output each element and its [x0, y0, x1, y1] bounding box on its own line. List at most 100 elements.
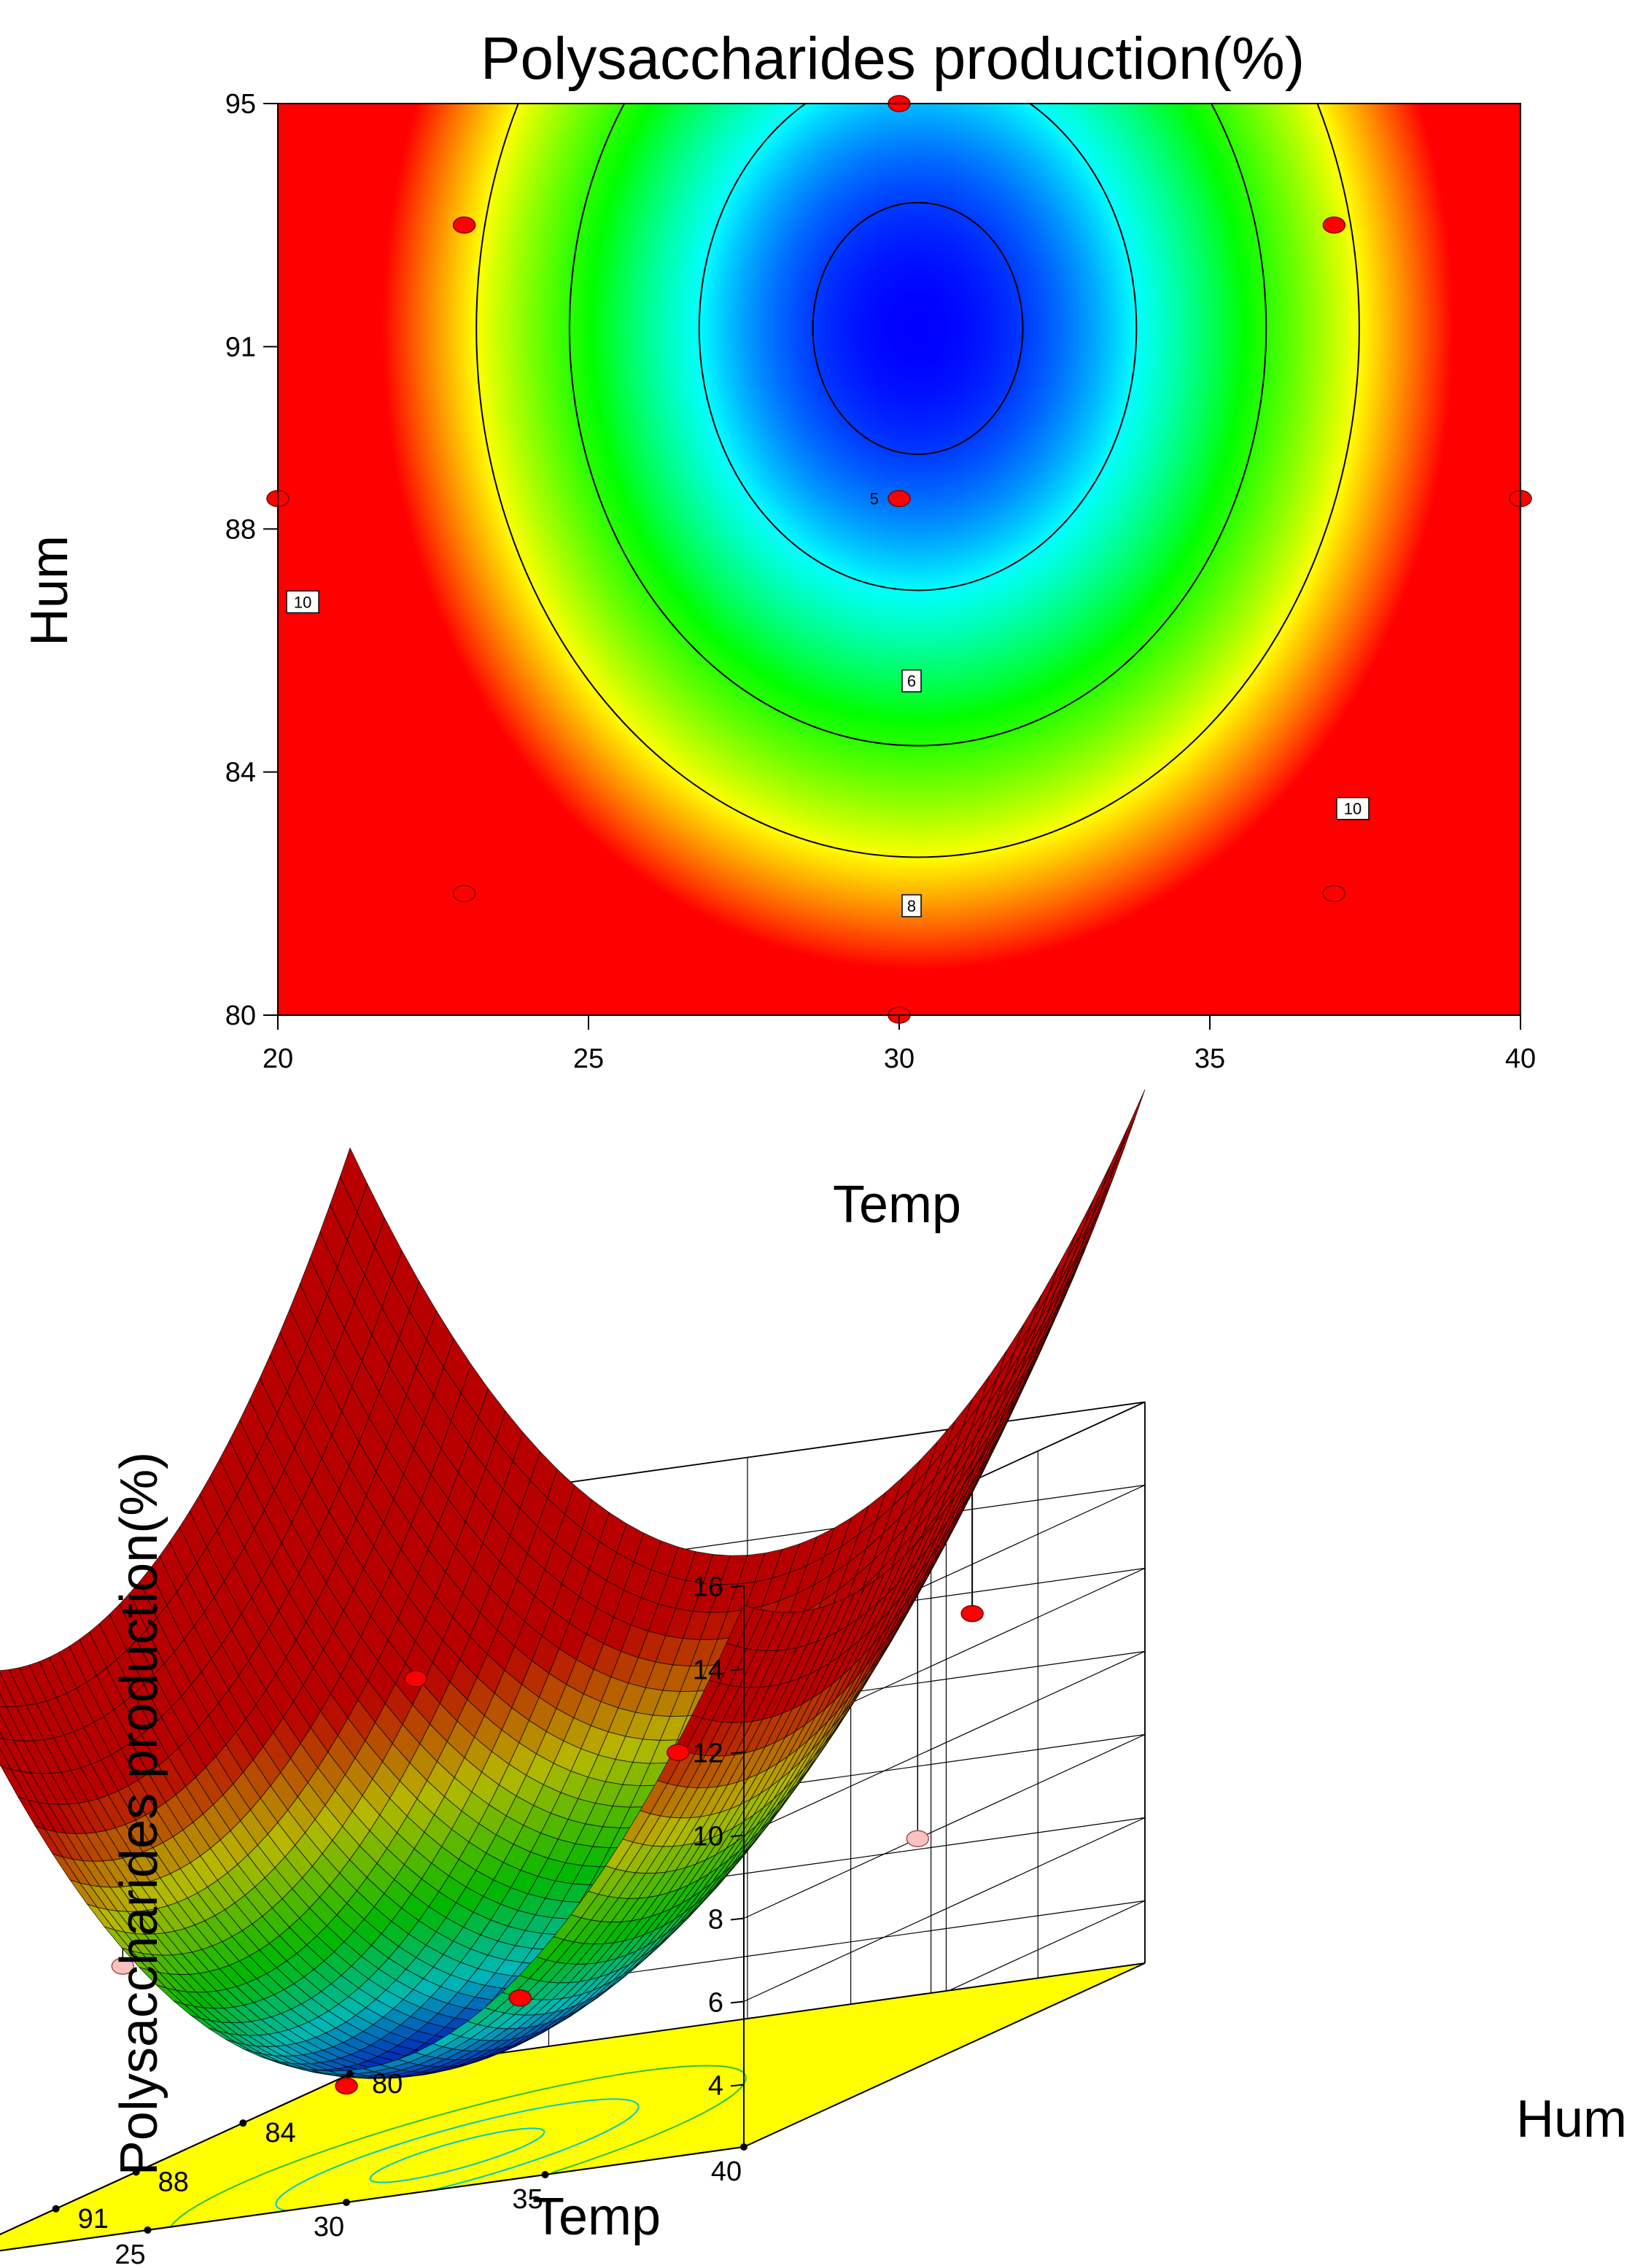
surface-mesh: [0, 1089, 1146, 2079]
surface-cell: [0, 1737, 22, 1772]
y-tick-label: 91: [225, 332, 256, 362]
temp-tick-mark: [541, 2171, 549, 2178]
surface-design-point-below: [111, 1957, 135, 1975]
design-point: [452, 885, 476, 903]
z-tick-label: 14: [693, 1655, 723, 1686]
contour-x-axis: 20 25 30 35 40: [263, 1014, 1536, 1074]
contour-label: 5: [870, 490, 879, 508]
hum-tick-label: 95: [0, 2253, 1, 2268]
floor-contour-5: [369, 2127, 545, 2183]
contour-label-box: [901, 669, 922, 693]
surface-cell: [1089, 1157, 1119, 1222]
x-tick-label: 20: [263, 1044, 293, 1074]
floor-contour-6: [275, 2098, 640, 2212]
surface-cell: [0, 1706, 25, 1741]
z-tick-mark: [730, 1585, 745, 1588]
x-tick-label: 30: [884, 1044, 914, 1074]
x-tick-label: 40: [1505, 1044, 1536, 1074]
design-point: [1322, 885, 1346, 903]
x-tick-label: 25: [573, 1044, 604, 1074]
z-tick-label: 8: [708, 1905, 723, 1935]
surface-points-above: [335, 1604, 984, 2095]
surface-hum-axis: 80 84 88 91 95: [0, 2069, 403, 2268]
hum-tick-mark: [239, 2119, 247, 2127]
temp-tick-label: 25: [114, 2240, 145, 2268]
floor-contour-8: [551, 2124, 681, 2174]
contour-x-axis-title: Temp: [833, 1176, 961, 1234]
floor-contour-8: [171, 2065, 747, 2226]
surface-cell: [0, 1712, 15, 1741]
z-tick-mark: [730, 2000, 745, 2004]
hum-tick-mark: [132, 2168, 140, 2176]
surface-cell: [0, 1671, 18, 1707]
temp-tick-label: 30: [314, 2212, 344, 2242]
surface-cell: [1117, 1089, 1146, 1157]
hum-tick-mark: [52, 2205, 60, 2213]
contour-labels: 5 6 8 10 10: [286, 490, 1370, 917]
surface-cell: [0, 1693, 7, 1707]
z-tick-label: 10: [693, 1822, 723, 1852]
contour-label-box: [286, 590, 319, 614]
design-point: [887, 489, 911, 508]
surface-cell: [0, 1748, 12, 1770]
hum-tick-label: 88: [158, 2167, 189, 2197]
z-tick-mark: [730, 1917, 745, 1921]
contour-y-axis-title: Hum: [20, 535, 79, 646]
z-tick-mark: [730, 1751, 745, 1755]
contour-label: 8: [907, 897, 916, 915]
temp-tick-mark: [144, 2226, 152, 2234]
hum-tick-mark: [346, 2070, 354, 2078]
surface-design-point: [960, 1604, 984, 1623]
surface-cell: [1107, 1118, 1135, 1185]
y-tick-label: 88: [225, 514, 256, 545]
contour-label: 10: [1344, 800, 1362, 818]
hum-tick-label: 84: [265, 2118, 295, 2148]
z-tick-label: 12: [693, 1739, 723, 1769]
design-point: [452, 216, 476, 234]
surface-design-point: [667, 1744, 690, 1761]
surface-design-point-below: [906, 1830, 930, 1848]
contour-line-8: [569, 104, 1267, 747]
contour-lines: [475, 104, 1360, 858]
surface-design-point: [404, 1670, 427, 1688]
design-point: [1322, 216, 1346, 234]
temp-tick-label: 35: [512, 2184, 543, 2215]
surface-cell: [0, 1731, 4, 1740]
contour-label: 6: [907, 672, 916, 691]
surface-design-point: [335, 2077, 358, 2095]
contour-label-box: [901, 894, 922, 917]
contour-plot-area: 5 6 8 10 10: [266, 95, 1532, 1024]
contour-label-box: [1336, 796, 1370, 820]
floor-plane: [0, 1962, 1146, 2252]
x-tick-label: 35: [1195, 1044, 1225, 1074]
z-tick-mark: [730, 1834, 745, 1838]
contour-title: Polysaccharides production(%): [481, 26, 1305, 92]
temp-tick-mark: [343, 2199, 350, 2206]
hum-tick-label: 91: [78, 2204, 109, 2234]
contour-y-axis: 80 84 88 91 95: [225, 89, 279, 1031]
contour-line-5: [812, 201, 1024, 455]
surface-design-point: [508, 1989, 532, 2007]
surface-z-axis-title: Polysaccharides production(%): [110, 1452, 168, 2175]
surface-hum-axis-title: Hum: [1516, 2090, 1627, 2148]
surface-temp-axis: 4035302520: [0, 2143, 747, 2268]
surface-cell: [1072, 1193, 1101, 1257]
surface-cell: [0, 1669, 27, 1707]
z-tick-mark: [730, 1668, 745, 1671]
surface-z-axis: 4 6 8 10 12 14 16: [693, 1572, 745, 2147]
contour-chart: Polysaccharides production(%) 5 6 8 10 10 80…: [20, 26, 1536, 1234]
contour-line-6: [698, 104, 1138, 591]
contour-heat-fill: [278, 104, 1520, 1015]
y-tick-label: 84: [225, 758, 256, 788]
z-tick-label: 4: [708, 2071, 723, 2102]
temp-tick-mark: [740, 2143, 747, 2151]
contour-line-10: [475, 104, 1360, 858]
floor-contour-6: [432, 2135, 598, 2191]
z-tick-label: 6: [708, 1988, 723, 2019]
hum-axis-line: [0, 2073, 351, 2236]
z-tick-mark: [730, 2083, 745, 2087]
y-tick-label: 95: [225, 89, 256, 120]
surface-temp-axis-title: Temp: [532, 2188, 661, 2246]
